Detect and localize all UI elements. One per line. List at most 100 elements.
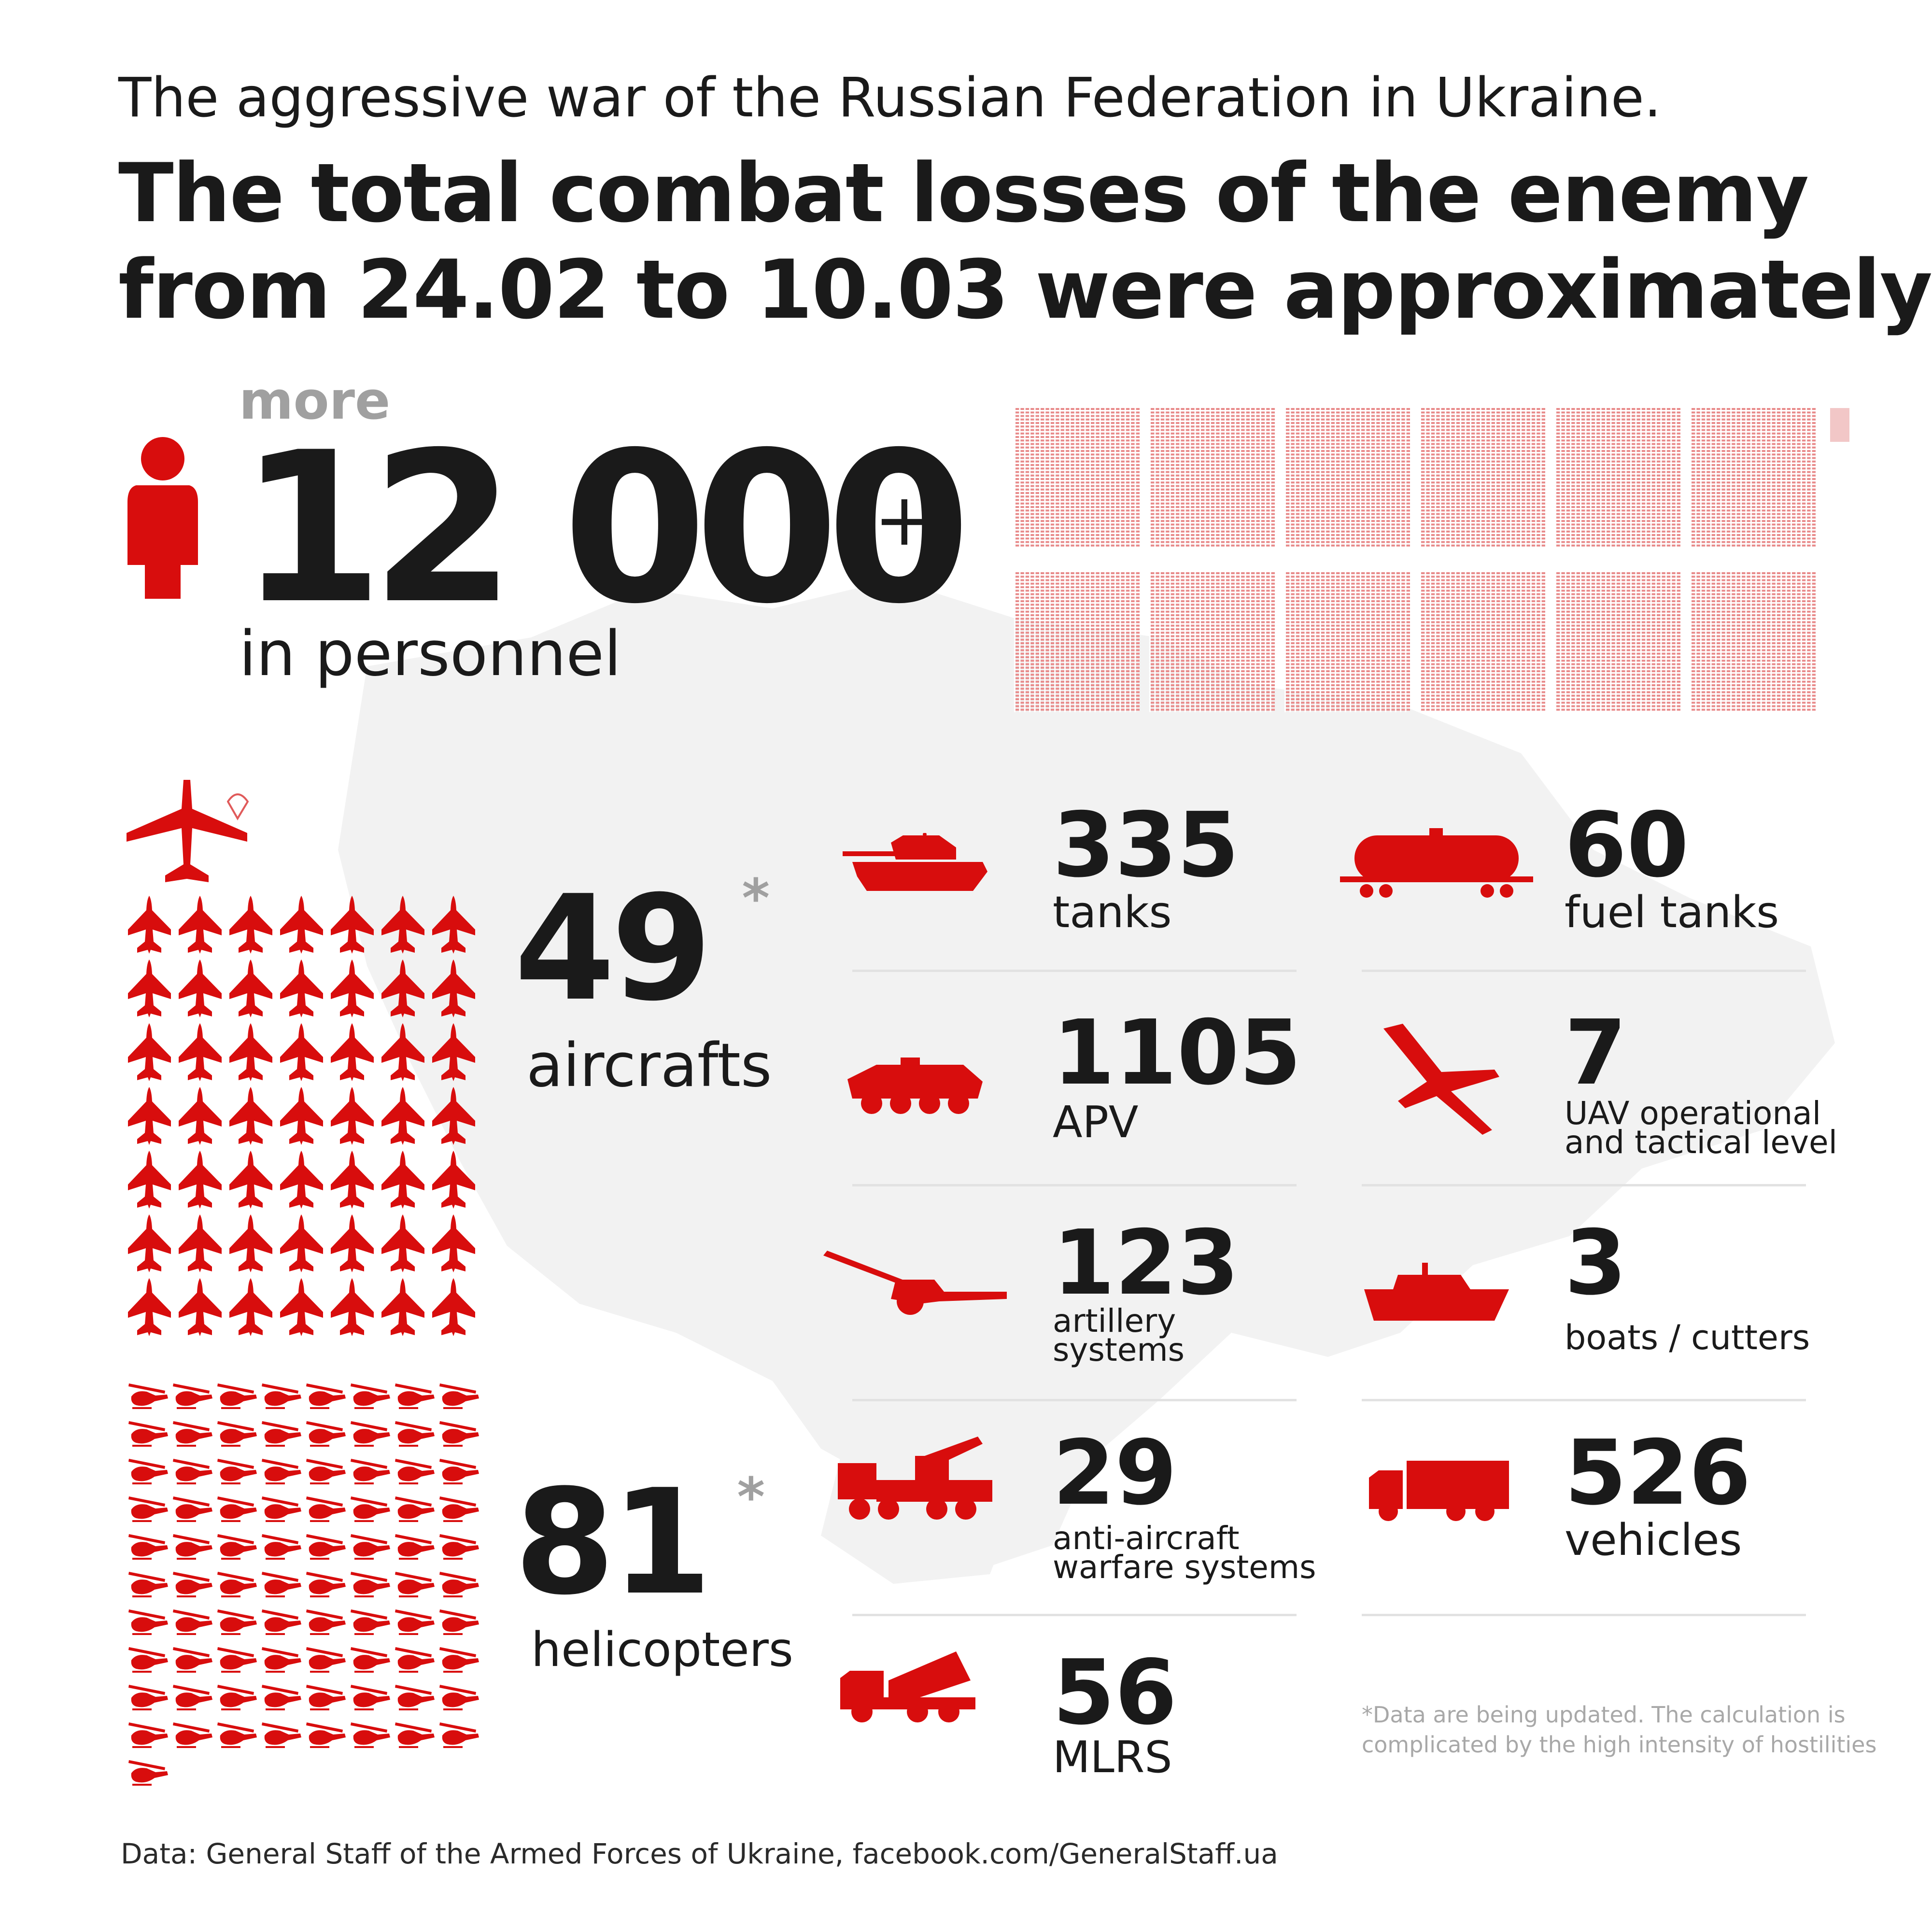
helicopter-icon [437, 1456, 479, 1485]
helicopter-icon [260, 1720, 301, 1749]
fighter-jet-icon [127, 1023, 172, 1081]
helicopter-icon [437, 1569, 479, 1598]
fighter-jet-icon [329, 1087, 375, 1145]
helicopter-icon [215, 1381, 257, 1410]
helicopter-icon [127, 1607, 168, 1636]
helicopter-icon [260, 1569, 301, 1598]
stat-label-fuel-tanks: fuel tanks [1565, 887, 1779, 938]
fighter-jet-icon [127, 1087, 172, 1145]
helicopter-icon [437, 1532, 479, 1561]
stat-number-tanks: 335 [1053, 793, 1240, 897]
separator [852, 1184, 1297, 1186]
fighter-jet-icon [228, 959, 274, 1017]
helicopter-icon [437, 1645, 479, 1674]
aircraft-label: aircrafts [526, 1031, 772, 1100]
fighter-jet-icon [329, 959, 375, 1017]
helicopter-icon [260, 1607, 301, 1636]
fighter-jet-icon [177, 1214, 223, 1272]
stat-label-artillery-line2: systems [1053, 1331, 1185, 1368]
subtitle: The aggressive war of the Russian Federa… [118, 67, 1662, 129]
helicopter-icon [304, 1456, 346, 1485]
helicopter-icon [437, 1419, 479, 1448]
helicopter-icon [127, 1494, 168, 1523]
flag-yellow-stripe [0, 942, 58, 1932]
helicopter-number: 81 * [514, 1458, 765, 1627]
helicopter-icon [393, 1682, 435, 1711]
apc-icon [847, 1058, 983, 1114]
fighter-jet-icon [228, 896, 274, 954]
personnel-dot-grid [1014, 408, 1849, 712]
title-line-2: from 24.02 to 10.03 were approximately* [118, 241, 1932, 338]
stat-number-boats: 3 [1565, 1211, 1627, 1315]
personnel-plus: + [874, 478, 935, 562]
personnel-prefix: more [239, 371, 391, 431]
helicopter-icon [127, 1456, 168, 1485]
personnel-block [1555, 408, 1680, 548]
data-source: Data: General Staff of the Armed Forces … [121, 1837, 1278, 1870]
fighter-jet-icon [431, 1151, 477, 1209]
stat-label-uav-line2: and tactical level [1565, 1124, 1837, 1161]
stat-label-anti-aircraft-line1: anti-aircraft [1053, 1520, 1240, 1557]
fighter-jet-icon [177, 1087, 223, 1145]
fuel-tank-car-icon [1340, 828, 1533, 898]
mlrs-icon [840, 1651, 975, 1722]
stat-number-mlrs: 56 [1053, 1640, 1177, 1745]
helicopter-icon [304, 1569, 346, 1598]
fighter-jet-icon [279, 1278, 324, 1336]
stat-number-vehicles: 526 [1565, 1421, 1751, 1525]
helicopter-icon [215, 1419, 257, 1448]
helicopter-icon [171, 1645, 212, 1674]
aircraft-number: 49 * [514, 864, 770, 1033]
fighter-jet-icon [329, 1023, 375, 1081]
helicopter-icon [127, 1569, 168, 1598]
fighter-jet-icon [127, 896, 172, 954]
separator [852, 970, 1297, 972]
fighter-jet-icon [329, 1151, 375, 1209]
helicopter-icon [127, 1682, 168, 1711]
helicopter-icon [304, 1532, 346, 1561]
personnel-block [1284, 572, 1410, 712]
fighter-jet-icon [127, 1214, 172, 1272]
stat-number-artillery: 123 [1053, 1211, 1240, 1315]
personnel-block [1690, 408, 1816, 548]
stat-label-uav-line1: UAV operational [1565, 1095, 1821, 1132]
fighter-jet-icon [380, 1278, 426, 1336]
helicopter-icon [393, 1645, 435, 1674]
helicopter-icon [304, 1607, 346, 1636]
fighter-jet-icon [380, 896, 426, 954]
helicopter-icon [215, 1494, 257, 1523]
helicopter-icon [393, 1381, 435, 1410]
parachute-icon [227, 793, 249, 820]
fighter-jet-icon [431, 896, 477, 954]
fighter-jet-icon [279, 896, 324, 954]
helicopter-icon [437, 1607, 479, 1636]
flag-blue-stripe [0, 0, 58, 942]
helicopter-icon [127, 1720, 168, 1749]
helicopter-icon [215, 1645, 257, 1674]
separator [1362, 1399, 1806, 1401]
stat-number-anti-aircraft: 29 [1053, 1421, 1177, 1525]
helicopter-icon [127, 1645, 168, 1674]
personnel-block [1284, 408, 1410, 548]
personnel-block-partial [1830, 408, 1849, 442]
helicopter-icon [304, 1419, 346, 1448]
personnel-block [1149, 572, 1275, 712]
anti-aircraft-icon [838, 1437, 992, 1520]
helicopter-icon [304, 1720, 346, 1749]
fighter-jet-icon [431, 959, 477, 1017]
helicopter-icon [127, 1532, 168, 1561]
helicopter-icon [349, 1419, 390, 1448]
helicopter-icon [171, 1720, 212, 1749]
fighter-jet-icon [329, 1214, 375, 1272]
fighter-jet-icon [177, 1278, 223, 1336]
helicopter-icon [349, 1532, 390, 1561]
separator [1362, 1614, 1806, 1616]
helicopter-icon [349, 1720, 390, 1749]
helicopter-icon [171, 1607, 212, 1636]
helicopter-icon [171, 1494, 212, 1523]
fighter-jet-icon [177, 1151, 223, 1209]
fighter-jet-icon [228, 1151, 274, 1209]
personnel-number: 12 000 [239, 408, 971, 649]
helicopter-icon [349, 1682, 390, 1711]
stat-label-apv: APV [1053, 1097, 1139, 1148]
